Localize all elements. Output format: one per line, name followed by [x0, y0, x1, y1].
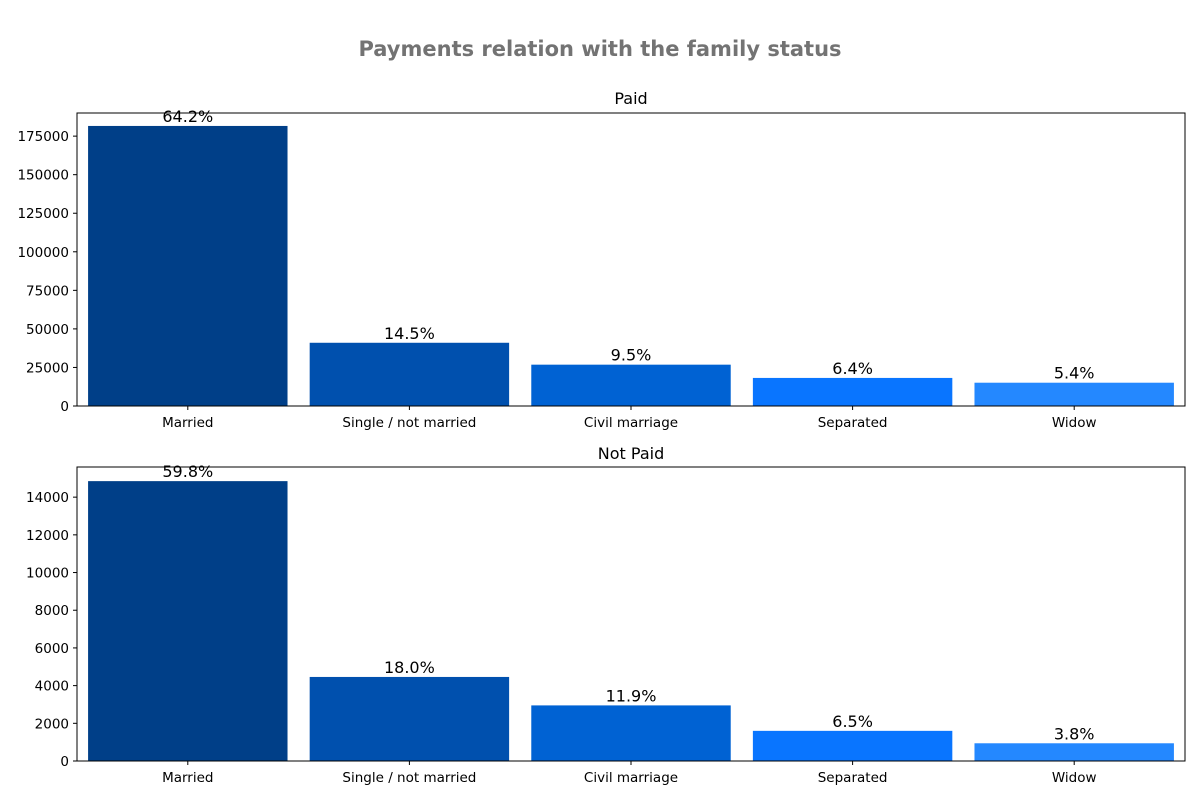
xtick-label-not-paid-single-not-married: Single / not married — [342, 770, 476, 786]
bar-paid-married — [88, 125, 288, 406]
ytick-label-paid: 175000 — [17, 129, 69, 145]
bar-label-paid-widow: 5.4% — [1054, 364, 1095, 383]
ytick-label-not-paid: 8000 — [35, 603, 69, 619]
xtick-label-not-paid-separated: Separated — [818, 770, 888, 786]
ytick-label-not-paid: 0 — [60, 754, 69, 770]
figure-title: Payments relation with the family status — [358, 37, 841, 61]
ytick-label-paid: 0 — [60, 399, 69, 415]
xtick-label-not-paid-widow: Widow — [1052, 770, 1097, 786]
xtick-label-paid-married: Married — [162, 415, 213, 431]
bar-paid-separated — [752, 377, 953, 406]
xtick-label-paid-civil-marriage: Civil marriage — [584, 415, 678, 431]
bar-not-paid-married — [88, 481, 288, 761]
bar-paid-civil-marriage — [531, 364, 731, 406]
ytick-label-not-paid: 4000 — [35, 679, 69, 695]
bar-label-paid-civil-marriage: 9.5% — [611, 346, 652, 365]
bar-label-not-paid-married: 59.8% — [162, 462, 213, 481]
panel-title-paid: Paid — [614, 89, 647, 108]
ytick-label-not-paid: 2000 — [35, 716, 69, 732]
bar-label-not-paid-separated: 6.5% — [832, 712, 873, 731]
ytick-label-paid: 100000 — [17, 245, 69, 261]
xtick-label-not-paid-married: Married — [162, 770, 213, 786]
ytick-label-paid: 125000 — [17, 206, 69, 222]
xtick-label-paid-single-not-married: Single / not married — [342, 415, 476, 431]
xtick-label-not-paid-civil-marriage: Civil marriage — [584, 770, 678, 786]
bar-not-paid-civil-marriage — [531, 705, 731, 761]
bar-not-paid-single-not-married — [309, 676, 510, 761]
bar-label-not-paid-widow: 3.8% — [1054, 724, 1095, 743]
bar-label-paid-single-not-married: 14.5% — [384, 324, 435, 343]
bar-label-not-paid-civil-marriage: 11.9% — [606, 686, 657, 705]
bar-label-not-paid-single-not-married: 18.0% — [384, 658, 435, 677]
ytick-label-paid: 25000 — [26, 360, 69, 376]
ytick-label-not-paid: 10000 — [26, 566, 69, 582]
ytick-label-not-paid: 14000 — [26, 490, 69, 506]
bar-label-paid-married: 64.2% — [162, 107, 213, 126]
paid-panel: Paid 64.2% 14.5% 9.5% 6.4% 5.4% 0 25000 50000 75… — [17, 89, 1186, 431]
bar-not-paid-widow — [974, 743, 1174, 761]
ytick-label-paid: 75000 — [26, 283, 69, 299]
ytick-label-not-paid: 6000 — [35, 641, 69, 657]
ytick-label-paid: 150000 — [17, 168, 69, 184]
bar-label-paid-separated: 6.4% — [832, 359, 873, 378]
not-paid-panel: Not Paid 59.8% 18.0% 11.9% 6.5% 3.8% 0 2000 400… — [26, 444, 1186, 786]
panel-title-not-paid: Not Paid — [598, 444, 664, 463]
ytick-label-not-paid: 12000 — [26, 528, 69, 544]
ytick-label-paid: 50000 — [26, 322, 69, 338]
bar-not-paid-separated — [752, 730, 953, 761]
xtick-label-paid-widow: Widow — [1052, 415, 1097, 431]
bar-paid-widow — [974, 382, 1174, 406]
bar-paid-single-not-married — [309, 342, 510, 406]
xtick-label-paid-separated: Separated — [818, 415, 888, 431]
